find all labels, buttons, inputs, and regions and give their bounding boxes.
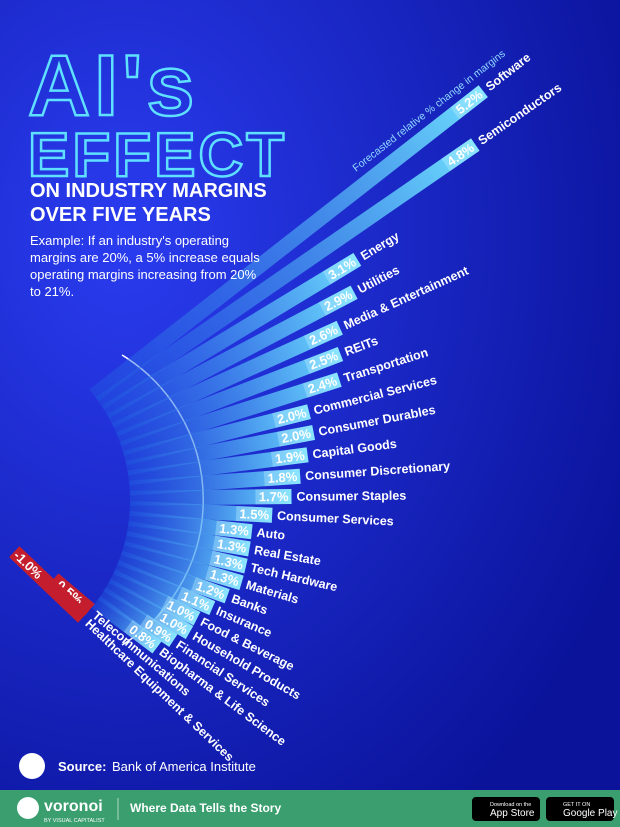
- value-label: 1.3%: [213, 551, 246, 572]
- bar: [120, 540, 244, 591]
- brand: voronoi: [44, 798, 103, 815]
- value-box: [123, 619, 162, 654]
- value-label: 1.3%: [216, 536, 248, 556]
- value-box: [255, 489, 292, 505]
- value-label: 1.3%: [219, 521, 251, 539]
- bar: [117, 550, 230, 604]
- value-label: 1.7%: [259, 489, 289, 504]
- value-label: 1.9%: [274, 448, 306, 467]
- bar: [89, 85, 488, 402]
- value-label: 2.0%: [276, 405, 309, 427]
- bar: [108, 569, 201, 626]
- value-box: [450, 85, 488, 120]
- bar: [48, 573, 95, 616]
- app-store-small[interactable]: Download on the: [490, 802, 531, 808]
- source-icon: [19, 753, 45, 779]
- bar: [122, 404, 311, 466]
- tagline: Where Data Tells the Story: [130, 801, 281, 815]
- bar: [106, 285, 358, 428]
- value-label: 2.0%: [280, 426, 312, 446]
- bar: [125, 425, 316, 476]
- value-label: 1.5%: [239, 506, 270, 522]
- brand-logo: [17, 797, 39, 819]
- category-label: Consumer Services: [277, 509, 394, 529]
- value-box: [276, 425, 316, 447]
- google-play-badge[interactable]: [546, 797, 614, 821]
- value-box: [190, 576, 230, 604]
- value-box: [303, 320, 343, 350]
- source: Bank of America Institute: [112, 759, 256, 774]
- value-box: [318, 285, 358, 316]
- value-box: [161, 595, 201, 626]
- bar: [119, 372, 342, 456]
- app-store-badge[interactable]: [472, 797, 540, 821]
- bar: [127, 447, 309, 486]
- bar: [9, 546, 89, 623]
- note: Example: If an industry's operating marg…: [30, 233, 260, 299]
- brand-sub: BY VISUAL CAPITALIST: [44, 818, 105, 824]
- bar: [128, 510, 253, 540]
- value-box: [441, 138, 480, 172]
- value-box: [302, 372, 342, 398]
- bar: [123, 530, 248, 574]
- value-label: 1.8%: [267, 469, 298, 486]
- category-label: Consumer Staples: [296, 489, 406, 504]
- value-box: [270, 447, 309, 467]
- bar: [129, 489, 292, 506]
- app-store[interactable]: App Store: [490, 808, 535, 819]
- bar: [95, 138, 480, 410]
- bar: [101, 252, 362, 419]
- value-box: [272, 404, 311, 428]
- value-box: [263, 468, 301, 487]
- value-box: [304, 346, 344, 374]
- chart-title: AI's: [28, 38, 198, 134]
- bar: [111, 320, 343, 437]
- bar: [129, 468, 301, 496]
- value-box: [176, 587, 216, 616]
- value-box: [204, 565, 244, 591]
- bar: [97, 587, 178, 647]
- google-play[interactable]: Google Play: [563, 808, 617, 819]
- bar: [116, 346, 344, 447]
- source-label: Source:: [58, 759, 106, 774]
- bar: [126, 520, 251, 557]
- category-label: Auto: [256, 526, 286, 543]
- value-box: [154, 608, 194, 639]
- chart-title-line2: EFFECT: [28, 121, 287, 190]
- value-box: [212, 535, 251, 557]
- value-box: [322, 252, 362, 285]
- bar: [103, 578, 194, 639]
- bar: [91, 595, 162, 654]
- value-box: [235, 506, 273, 523]
- subtitle-line2: OVER FIVE YEARS: [30, 204, 211, 226]
- subtitle: ON INDUSTRY MARGINS: [30, 180, 267, 202]
- value-box: [209, 550, 248, 574]
- value-box: [139, 614, 178, 647]
- value-box: [215, 520, 253, 540]
- google-play-small[interactable]: GET IT ON: [563, 802, 590, 808]
- bar: [113, 560, 216, 616]
